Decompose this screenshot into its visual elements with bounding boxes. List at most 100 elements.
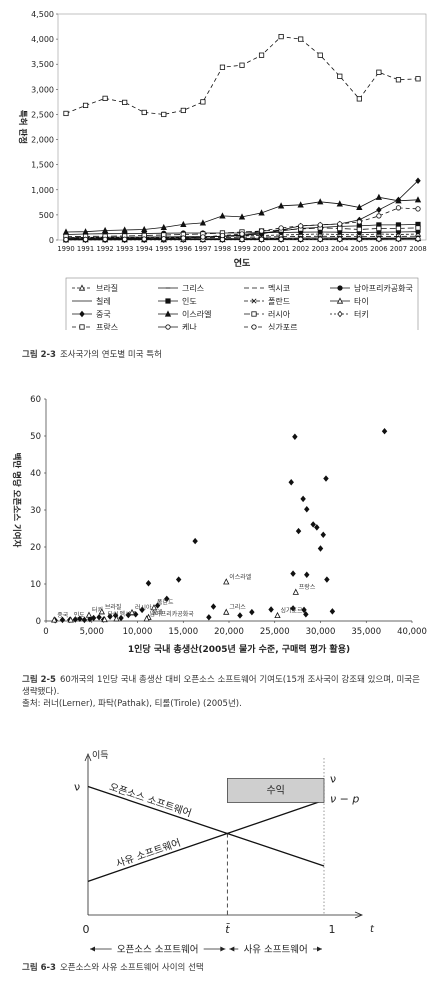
- region-1: 사유 소프트웨어: [229, 941, 322, 955]
- data-point: [376, 69, 382, 75]
- scatter-point: [210, 603, 217, 610]
- x-tick-label: 1996: [175, 245, 192, 253]
- y-axis-label: 이득: [92, 750, 109, 761]
- x-tick-label: 1999: [233, 245, 250, 253]
- data-point: [239, 62, 245, 68]
- legend-frame: [65, 277, 419, 330]
- scatter-point: [301, 606, 307, 614]
- labeled-point: 터키: [85, 606, 103, 618]
- scatter-point: [314, 524, 320, 531]
- scatter-point: [164, 595, 170, 603]
- legend-marker: [251, 298, 257, 304]
- labeled-point: 러시아: [128, 603, 152, 616]
- data-point: [395, 236, 402, 242]
- scatter-point: [300, 495, 306, 503]
- x-axis-arrow: [354, 911, 364, 919]
- x-tick-label: 2004: [331, 245, 348, 253]
- figure-number: 그림 6-3: [22, 963, 56, 973]
- scatter-point: [323, 475, 329, 482]
- region-label: 오픈소스 소프트웨어: [117, 944, 199, 956]
- scatter-point: [77, 615, 83, 622]
- labeled-point: 폴란드: [150, 600, 174, 611]
- data-point: [238, 213, 246, 220]
- scatter-point: [304, 506, 310, 513]
- data-point: [102, 95, 108, 101]
- point-label: 남아프리카공화국: [150, 610, 195, 618]
- highlight-marker: [143, 615, 150, 622]
- figure-2-5-caption: 그림 2-5 60개국의 1인당 국내 총생산 대비 오픈소스 소프트웨어 기여도…: [22, 674, 427, 710]
- scatter-point: [303, 611, 309, 618]
- legend-label: 남아프리카공화국: [354, 283, 413, 293]
- scatter-point: [145, 580, 152, 587]
- point-label: 멕시코: [119, 610, 136, 618]
- legend-item: 싱가포르: [244, 322, 297, 330]
- caption-text: 60개국의 1인당 국내 총생산 대비 오픈소스 소프트웨어 기여도(15개 조…: [22, 675, 420, 697]
- data-point: [415, 206, 421, 212]
- scatter-point: [292, 433, 298, 440]
- data-point: [180, 220, 187, 228]
- legend-item: 케나: [158, 323, 197, 330]
- y-tick-label: 0: [49, 236, 54, 245]
- scatter-point: [192, 537, 198, 545]
- data-point: [317, 52, 323, 58]
- legend-item: 브라질: [72, 284, 118, 293]
- region-arrow-head: [220, 946, 226, 952]
- data-point: [239, 231, 245, 237]
- labeled-point: 이스라엘: [223, 573, 252, 585]
- scatter-point: [118, 614, 124, 622]
- region-label-bg: [111, 941, 204, 955]
- y-tick-label: 2,500: [31, 110, 54, 119]
- x-tick-label: 25,000: [260, 627, 290, 637]
- y-tick-label: 3,500: [31, 60, 54, 69]
- scatter-point: [72, 616, 79, 623]
- data-point: [122, 236, 128, 242]
- labeled-point: 브라질: [98, 603, 121, 615]
- legend-marker: [165, 324, 171, 330]
- highlight-marker: [128, 608, 136, 616]
- plot-area: 0 10 20 30 40 50 60 0 5,000 10,000 15,000 20,000 25,…: [11, 395, 427, 655]
- labeled-point: 프랑스: [292, 584, 316, 595]
- x-tick-label: 2003: [312, 245, 329, 253]
- x-axis-label: t: [370, 924, 375, 935]
- legend-item: 그리스: [158, 284, 204, 293]
- scatter-point: [107, 613, 113, 620]
- legend-item: 멕시코: [244, 283, 290, 293]
- highlight-marker: [98, 608, 105, 615]
- y-tick-label: 0: [36, 617, 41, 627]
- legend-item: 인도: [158, 296, 197, 306]
- x-tick-label: 35,000: [351, 627, 381, 637]
- data-point: [160, 223, 167, 231]
- data-point: [278, 236, 284, 242]
- legend-label: 브라질: [96, 284, 118, 293]
- point-label: 이스라엘: [229, 573, 252, 581]
- scatter-point: [290, 570, 296, 577]
- data-point: [317, 198, 324, 205]
- y-tick-label: 30: [30, 506, 41, 516]
- scatter-point: [139, 606, 145, 614]
- data-point: [200, 99, 206, 105]
- data-point: [219, 212, 226, 219]
- data-point: [336, 200, 343, 207]
- legend-label: 타이: [354, 296, 369, 306]
- proprietary-label: 사유 소프트웨어: [114, 837, 182, 870]
- y-axis-label: 백만 명당 오픈소스 기여자: [11, 453, 22, 548]
- scatter-point: [175, 576, 182, 583]
- scatter-point: [81, 616, 88, 624]
- labeled-point: 중국: [51, 612, 69, 623]
- x-tick-label: 2001: [272, 245, 289, 253]
- point-label: 칠레: [151, 608, 162, 616]
- x-tick-label: 15,000: [168, 627, 198, 637]
- legend-label: 케나: [182, 323, 197, 330]
- figure-2-3-caption: 그림 2-3 조사국가의 연도별 미국 특허: [22, 349, 162, 361]
- data-point: [122, 99, 128, 105]
- x-axis-label: 1인당 국내 총생산(2005년 물가 수준, 구매력 평가 활용): [128, 643, 350, 655]
- x-tick-label: 2007: [390, 245, 407, 253]
- series-9: [62, 193, 422, 235]
- figure-number: 그림 2-5: [22, 675, 56, 685]
- scatter-point: [288, 479, 294, 486]
- point-label: 중국: [57, 612, 69, 619]
- scatter-point: [90, 614, 97, 622]
- plot-area: 0 500 1,000 1,500 2,000 2,500 3,000 3,500 4,000 4…: [17, 10, 427, 269]
- series-12: [63, 34, 421, 118]
